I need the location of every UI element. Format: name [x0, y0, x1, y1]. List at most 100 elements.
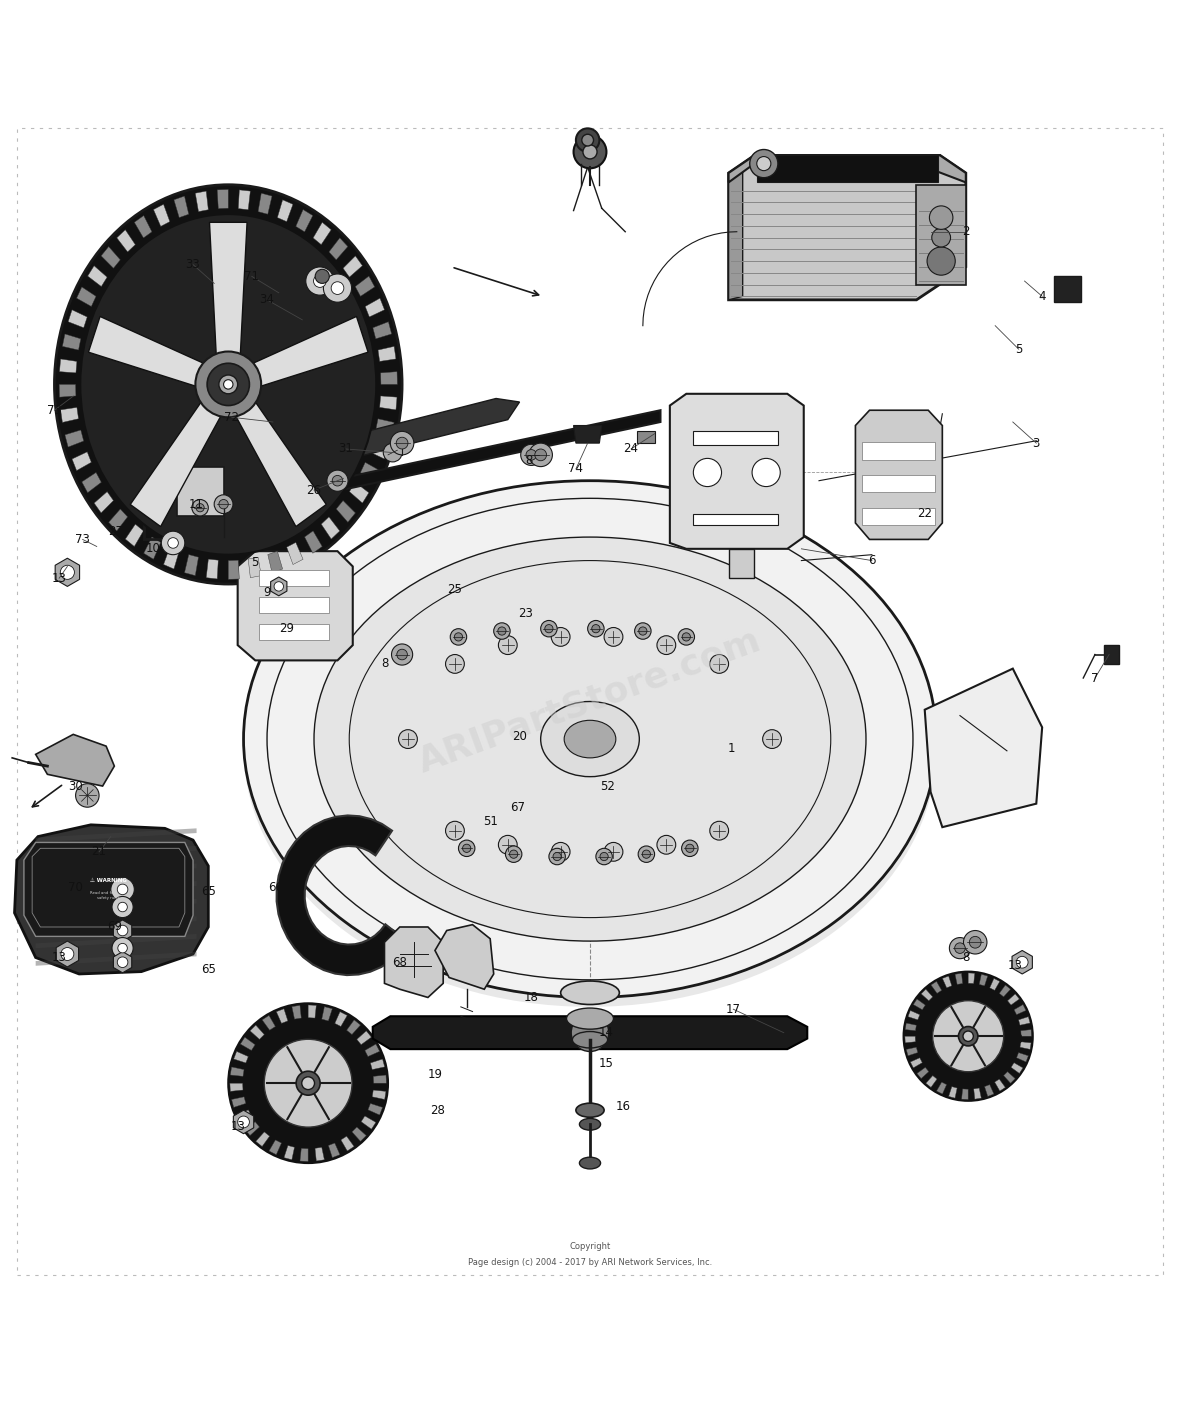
- Polygon shape: [228, 560, 240, 579]
- Polygon shape: [1012, 950, 1032, 974]
- Polygon shape: [14, 825, 209, 974]
- Polygon shape: [35, 881, 197, 895]
- Polygon shape: [237, 1110, 251, 1122]
- Circle shape: [520, 445, 542, 466]
- Circle shape: [682, 633, 690, 641]
- Circle shape: [762, 730, 781, 748]
- Text: 29: 29: [280, 622, 295, 636]
- Ellipse shape: [932, 1000, 1004, 1072]
- Polygon shape: [109, 509, 127, 530]
- Circle shape: [306, 267, 334, 295]
- Circle shape: [61, 947, 74, 961]
- Polygon shape: [694, 431, 778, 446]
- Polygon shape: [343, 255, 362, 278]
- Circle shape: [604, 842, 623, 861]
- Circle shape: [969, 936, 981, 948]
- Polygon shape: [984, 1085, 994, 1096]
- Text: 24: 24: [623, 442, 638, 456]
- Circle shape: [446, 655, 465, 673]
- Polygon shape: [355, 276, 375, 296]
- Circle shape: [498, 835, 517, 854]
- Polygon shape: [65, 429, 84, 448]
- Circle shape: [302, 1078, 315, 1090]
- Polygon shape: [59, 384, 76, 397]
- Polygon shape: [905, 1037, 916, 1042]
- Polygon shape: [268, 551, 283, 572]
- Circle shape: [493, 623, 510, 640]
- Polygon shape: [863, 474, 936, 492]
- Circle shape: [596, 849, 612, 864]
- Circle shape: [694, 459, 721, 487]
- Polygon shape: [361, 463, 380, 481]
- Ellipse shape: [314, 537, 866, 941]
- Polygon shape: [55, 558, 79, 586]
- Polygon shape: [756, 156, 938, 182]
- Polygon shape: [856, 410, 943, 539]
- Circle shape: [60, 565, 74, 579]
- Circle shape: [505, 846, 522, 863]
- Ellipse shape: [54, 185, 402, 584]
- Circle shape: [384, 443, 402, 462]
- Polygon shape: [321, 516, 340, 539]
- Polygon shape: [1054, 276, 1081, 302]
- Polygon shape: [300, 1148, 308, 1162]
- Polygon shape: [270, 577, 287, 596]
- Polygon shape: [296, 209, 313, 231]
- Circle shape: [117, 884, 127, 895]
- Polygon shape: [81, 473, 101, 492]
- Ellipse shape: [243, 481, 937, 998]
- Ellipse shape: [564, 720, 616, 758]
- Circle shape: [76, 784, 99, 807]
- Polygon shape: [230, 1083, 243, 1092]
- Circle shape: [315, 269, 329, 283]
- Polygon shape: [907, 1010, 919, 1020]
- Polygon shape: [210, 222, 247, 361]
- Circle shape: [223, 380, 232, 389]
- Polygon shape: [922, 989, 932, 1000]
- Polygon shape: [101, 247, 120, 268]
- Circle shape: [112, 937, 133, 958]
- Polygon shape: [728, 156, 965, 300]
- Circle shape: [498, 627, 506, 636]
- Polygon shape: [195, 191, 209, 212]
- Polygon shape: [35, 864, 197, 878]
- Text: 68: 68: [392, 955, 407, 968]
- Text: Read and follow all
safety rules: Read and follow all safety rules: [90, 891, 127, 899]
- Circle shape: [391, 431, 414, 455]
- Ellipse shape: [560, 981, 620, 1005]
- Circle shape: [399, 730, 418, 748]
- Circle shape: [332, 282, 343, 295]
- Text: 15: 15: [599, 1056, 614, 1069]
- Polygon shape: [352, 1127, 366, 1142]
- Ellipse shape: [264, 1040, 352, 1127]
- Polygon shape: [24, 842, 194, 936]
- Polygon shape: [371, 1059, 385, 1069]
- Polygon shape: [63, 334, 80, 349]
- Polygon shape: [637, 431, 655, 443]
- Circle shape: [752, 459, 780, 487]
- Polygon shape: [35, 846, 197, 860]
- Text: 71: 71: [244, 269, 260, 283]
- Circle shape: [571, 1014, 609, 1051]
- Polygon shape: [1021, 1030, 1031, 1037]
- Text: 6: 6: [868, 554, 876, 567]
- Circle shape: [215, 495, 232, 513]
- Polygon shape: [378, 347, 396, 362]
- Polygon shape: [926, 1076, 937, 1087]
- Text: 3: 3: [1032, 436, 1040, 449]
- Polygon shape: [125, 525, 144, 547]
- Circle shape: [642, 850, 650, 859]
- Polygon shape: [1020, 1042, 1031, 1049]
- Polygon shape: [230, 1066, 244, 1076]
- Circle shape: [635, 623, 651, 640]
- Polygon shape: [248, 557, 261, 578]
- Text: Page design (c) 2004 - 2017 by ARI Network Services, Inc.: Page design (c) 2004 - 2017 by ARI Netwo…: [468, 1258, 712, 1267]
- Polygon shape: [113, 920, 132, 941]
- Circle shape: [218, 499, 228, 509]
- Ellipse shape: [904, 972, 1032, 1101]
- Polygon shape: [694, 513, 778, 525]
- Text: 13: 13: [230, 1120, 245, 1134]
- Polygon shape: [373, 321, 392, 338]
- Text: 33: 33: [185, 258, 201, 271]
- Circle shape: [323, 274, 352, 302]
